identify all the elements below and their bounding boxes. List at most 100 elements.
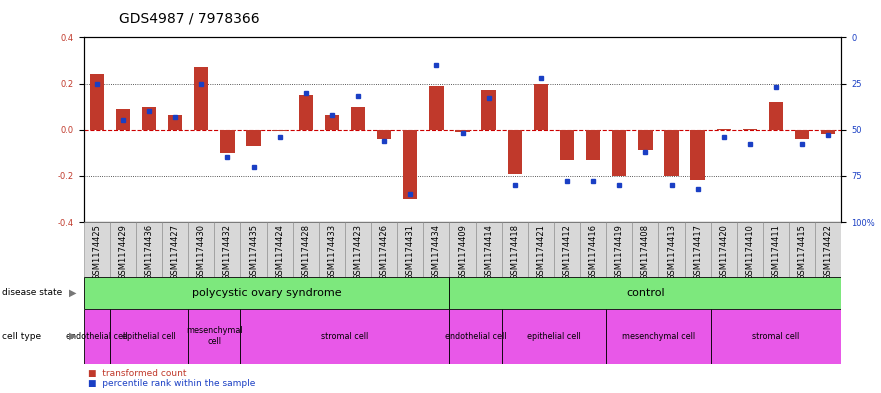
- Bar: [377, 130, 391, 139]
- Text: GDS4987 / 7978366: GDS4987 / 7978366: [119, 12, 260, 26]
- Bar: [110, 222, 136, 277]
- Bar: [789, 222, 815, 277]
- Text: GSM1174410: GSM1174410: [745, 224, 754, 279]
- Text: GSM1174417: GSM1174417: [693, 224, 702, 280]
- Text: GSM1174423: GSM1174423: [353, 224, 362, 280]
- Text: GSM1174424: GSM1174424: [275, 224, 285, 279]
- Text: GSM1174435: GSM1174435: [249, 224, 258, 280]
- Text: GSM1174422: GSM1174422: [824, 224, 833, 279]
- Bar: [136, 222, 162, 277]
- Text: polycystic ovary syndrome: polycystic ovary syndrome: [192, 288, 342, 298]
- Bar: [272, 130, 287, 131]
- Bar: [769, 102, 783, 130]
- Text: ▶: ▶: [69, 288, 77, 298]
- Bar: [559, 130, 574, 160]
- Bar: [795, 130, 810, 139]
- Text: control: control: [626, 288, 665, 298]
- Text: epithelial cell: epithelial cell: [527, 332, 581, 340]
- Text: GSM1174436: GSM1174436: [144, 224, 153, 280]
- Bar: [743, 129, 757, 130]
- Bar: [241, 309, 449, 364]
- Bar: [115, 109, 130, 130]
- Text: epithelial cell: epithelial cell: [122, 332, 176, 340]
- Bar: [189, 222, 214, 277]
- Text: endothelial cell: endothelial cell: [445, 332, 507, 340]
- Bar: [664, 130, 678, 176]
- Bar: [241, 222, 267, 277]
- Bar: [633, 222, 658, 277]
- Text: ▶: ▶: [69, 331, 77, 341]
- Bar: [110, 309, 189, 364]
- Bar: [299, 95, 313, 130]
- Text: GSM1174408: GSM1174408: [640, 224, 650, 280]
- Bar: [449, 277, 841, 309]
- Bar: [606, 309, 711, 364]
- Bar: [325, 115, 339, 130]
- Text: GSM1174418: GSM1174418: [510, 224, 519, 280]
- Bar: [319, 222, 345, 277]
- Text: GSM1174414: GSM1174414: [485, 224, 493, 279]
- Bar: [90, 74, 104, 130]
- Bar: [821, 130, 835, 134]
- Bar: [455, 130, 470, 132]
- Text: GSM1174411: GSM1174411: [772, 224, 781, 279]
- Bar: [481, 90, 496, 130]
- Bar: [247, 130, 261, 146]
- Bar: [84, 222, 110, 277]
- Text: GSM1174412: GSM1174412: [563, 224, 572, 279]
- Bar: [658, 222, 685, 277]
- Bar: [606, 222, 633, 277]
- Bar: [429, 86, 443, 130]
- Text: GSM1174430: GSM1174430: [196, 224, 206, 280]
- Bar: [84, 309, 110, 364]
- Bar: [424, 222, 449, 277]
- Bar: [501, 222, 528, 277]
- Bar: [580, 222, 606, 277]
- Bar: [534, 83, 548, 130]
- Bar: [685, 222, 711, 277]
- Text: ■  percentile rank within the sample: ■ percentile rank within the sample: [88, 379, 255, 387]
- Bar: [638, 130, 653, 151]
- Text: GSM1174427: GSM1174427: [171, 224, 180, 280]
- Text: GSM1174432: GSM1174432: [223, 224, 232, 280]
- Bar: [345, 222, 371, 277]
- Bar: [449, 309, 501, 364]
- Bar: [403, 130, 418, 199]
- Text: cell type: cell type: [2, 332, 41, 340]
- Bar: [142, 107, 156, 130]
- Bar: [763, 222, 789, 277]
- Bar: [189, 309, 241, 364]
- Text: GSM1174431: GSM1174431: [406, 224, 415, 280]
- Bar: [351, 107, 366, 130]
- Text: GSM1174425: GSM1174425: [93, 224, 101, 279]
- Bar: [397, 222, 424, 277]
- Text: GSM1174415: GSM1174415: [797, 224, 807, 279]
- Text: stromal cell: stromal cell: [322, 332, 368, 340]
- Text: disease state: disease state: [2, 288, 62, 297]
- Bar: [711, 309, 841, 364]
- Text: mesenchymal
cell: mesenchymal cell: [186, 326, 242, 346]
- Bar: [220, 130, 234, 153]
- Bar: [716, 129, 731, 130]
- Bar: [168, 115, 182, 130]
- Bar: [371, 222, 397, 277]
- Bar: [528, 222, 554, 277]
- Bar: [292, 222, 319, 277]
- Bar: [501, 309, 606, 364]
- Bar: [554, 222, 580, 277]
- Text: GSM1174434: GSM1174434: [432, 224, 440, 280]
- Text: GSM1174416: GSM1174416: [589, 224, 597, 280]
- Text: GSM1174421: GSM1174421: [537, 224, 545, 279]
- Text: GSM1174413: GSM1174413: [667, 224, 676, 280]
- Bar: [267, 222, 292, 277]
- Text: mesenchymal cell: mesenchymal cell: [622, 332, 695, 340]
- Bar: [711, 222, 737, 277]
- Bar: [507, 130, 522, 174]
- Bar: [691, 130, 705, 180]
- Text: GSM1174433: GSM1174433: [328, 224, 337, 280]
- Text: GSM1174429: GSM1174429: [118, 224, 128, 279]
- Text: ■  transformed count: ■ transformed count: [88, 369, 187, 378]
- Bar: [84, 277, 449, 309]
- Text: GSM1174426: GSM1174426: [380, 224, 389, 280]
- Text: endothelial cell: endothelial cell: [66, 332, 128, 340]
